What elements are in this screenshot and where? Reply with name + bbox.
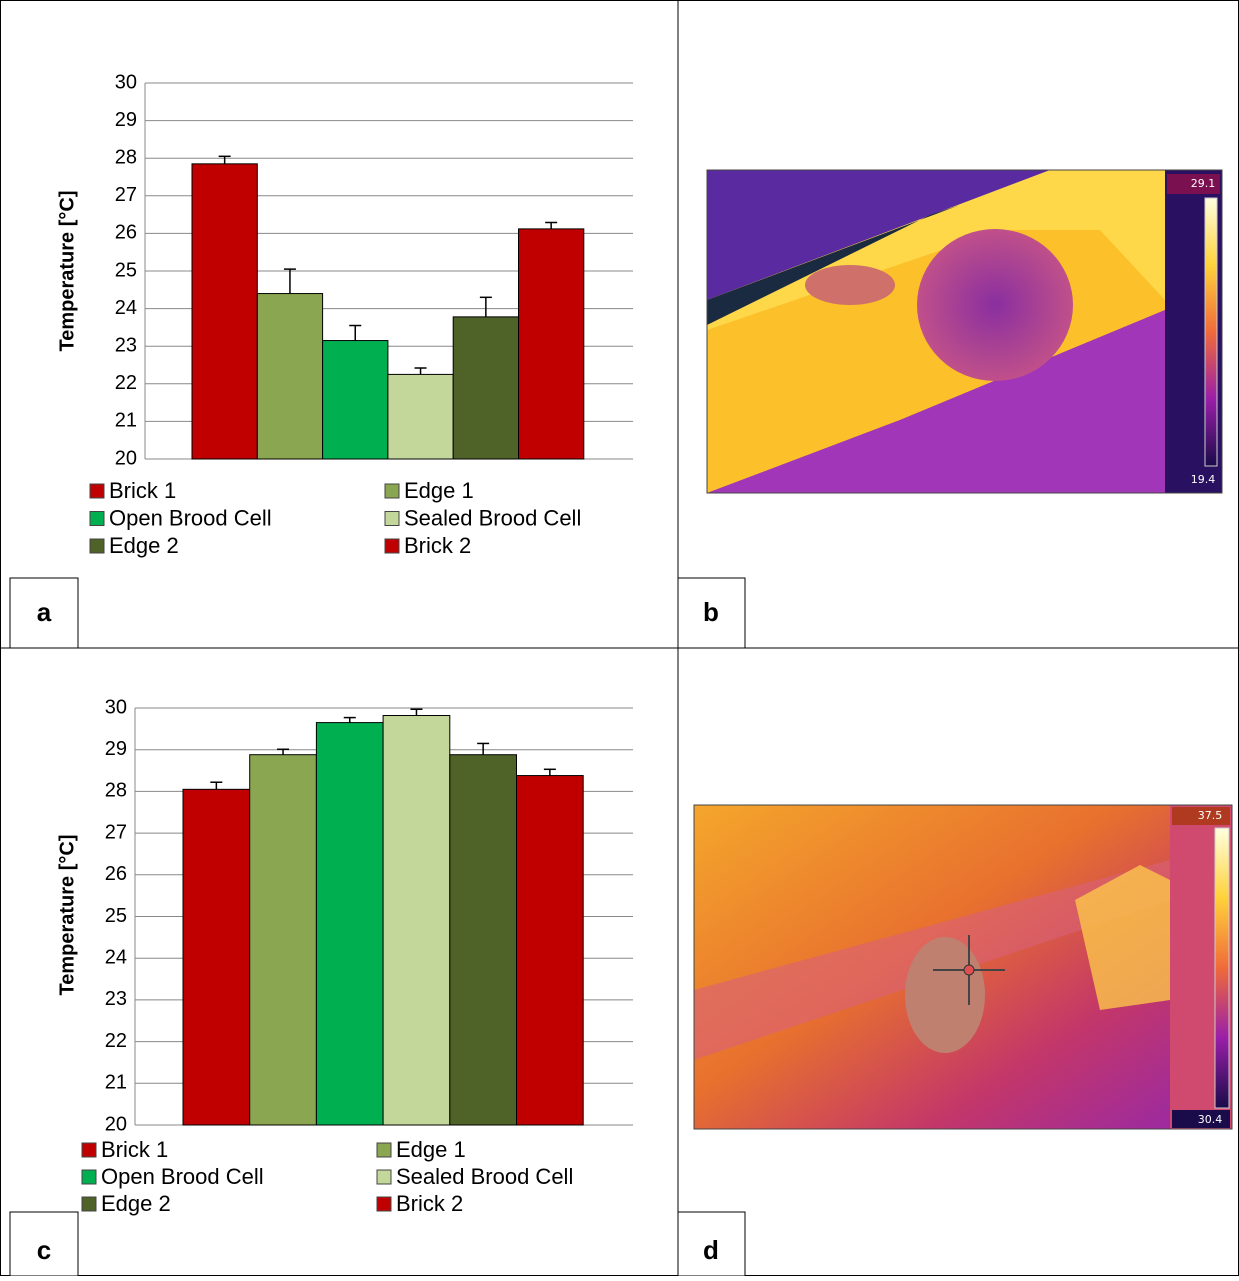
legend-label: Edge 2	[109, 533, 179, 558]
bar	[452, 316, 520, 460]
legend-label: Edge 2	[101, 1191, 171, 1216]
scale-max: 29.1	[1191, 177, 1216, 190]
legend-label: Brick 2	[404, 533, 471, 558]
y-tick-label: 21	[105, 1072, 127, 1094]
y-tick-label: 24	[115, 297, 137, 319]
y-tick-label: 25	[105, 905, 127, 927]
y-axis-label: Temperature [°C]	[56, 191, 78, 352]
scale-min: 30.4	[1198, 1113, 1223, 1126]
scale-max: 37.5	[1198, 809, 1223, 822]
legend-swatch	[384, 538, 400, 554]
bar	[382, 715, 451, 1126]
thermal-image: 37.5 30.4	[693, 804, 1233, 1130]
bar	[182, 788, 251, 1126]
label-box	[677, 1211, 746, 1277]
y-tick-label: 30	[115, 71, 137, 93]
y-tick-label: 22	[105, 1030, 127, 1052]
legend-swatch	[89, 511, 105, 526]
y-tick-label: 20	[115, 447, 137, 469]
label-box	[677, 577, 746, 649]
panel-label: b	[703, 597, 719, 627]
y-tick-label: 30	[105, 696, 127, 718]
y-tick-label: 28	[105, 780, 127, 802]
bar	[449, 754, 517, 1126]
y-tick-label: 28	[115, 146, 137, 168]
scale-min: 19.4	[1191, 473, 1216, 486]
bar	[315, 722, 384, 1126]
y-tick-label: 23	[115, 334, 137, 356]
y-tick-label: 26	[115, 222, 137, 244]
legend-label: Sealed Brood Cell	[396, 1164, 573, 1189]
panel-label: d	[703, 1235, 719, 1265]
legend-swatch	[376, 1196, 392, 1212]
y-tick-label: 26	[105, 863, 127, 885]
legend-swatch	[384, 511, 400, 526]
panel-label: c	[37, 1235, 51, 1265]
y-axis-label: Temperature [°C]	[56, 835, 78, 996]
label-box	[9, 577, 79, 649]
legend-swatch	[89, 538, 105, 554]
panel-label: a	[37, 597, 52, 627]
legend-label: Edge 1	[396, 1137, 466, 1162]
legend-label: Edge 1	[404, 478, 474, 503]
legend-label: Open Brood Cell	[101, 1164, 264, 1189]
bar	[249, 754, 317, 1126]
legend-swatch	[81, 1196, 97, 1212]
legend-swatch	[384, 483, 400, 499]
y-tick-label: 20	[105, 1113, 127, 1135]
legend-swatch	[376, 1169, 392, 1185]
y-tick-label: 29	[115, 109, 137, 131]
bar	[322, 340, 389, 460]
label-box	[9, 1211, 79, 1277]
y-tick-label: 21	[115, 410, 137, 432]
legend-label: Open Brood Cell	[109, 505, 272, 530]
legend-label: Brick 1	[109, 478, 176, 503]
legend-swatch	[89, 483, 105, 499]
bar	[191, 163, 258, 460]
legend-swatch	[81, 1142, 97, 1158]
y-tick-label: 27	[105, 821, 127, 843]
legend-swatch	[81, 1169, 97, 1185]
y-tick-label: 23	[105, 988, 127, 1010]
bar	[387, 373, 454, 460]
legend-swatch	[376, 1142, 392, 1158]
bar	[516, 775, 584, 1126]
y-tick-label: 27	[115, 184, 137, 206]
legend-label: Sealed Brood Cell	[404, 505, 581, 530]
legend-label: Brick 2	[396, 1191, 463, 1216]
y-tick-label: 25	[115, 259, 137, 281]
thermal-image: 29.1 19.4	[706, 169, 1223, 494]
bar	[256, 293, 324, 460]
legend-label: Brick 1	[101, 1137, 168, 1162]
y-tick-label: 29	[105, 738, 127, 760]
y-tick-label: 22	[115, 372, 137, 394]
y-tick-label: 24	[105, 946, 127, 968]
bar	[518, 228, 585, 460]
